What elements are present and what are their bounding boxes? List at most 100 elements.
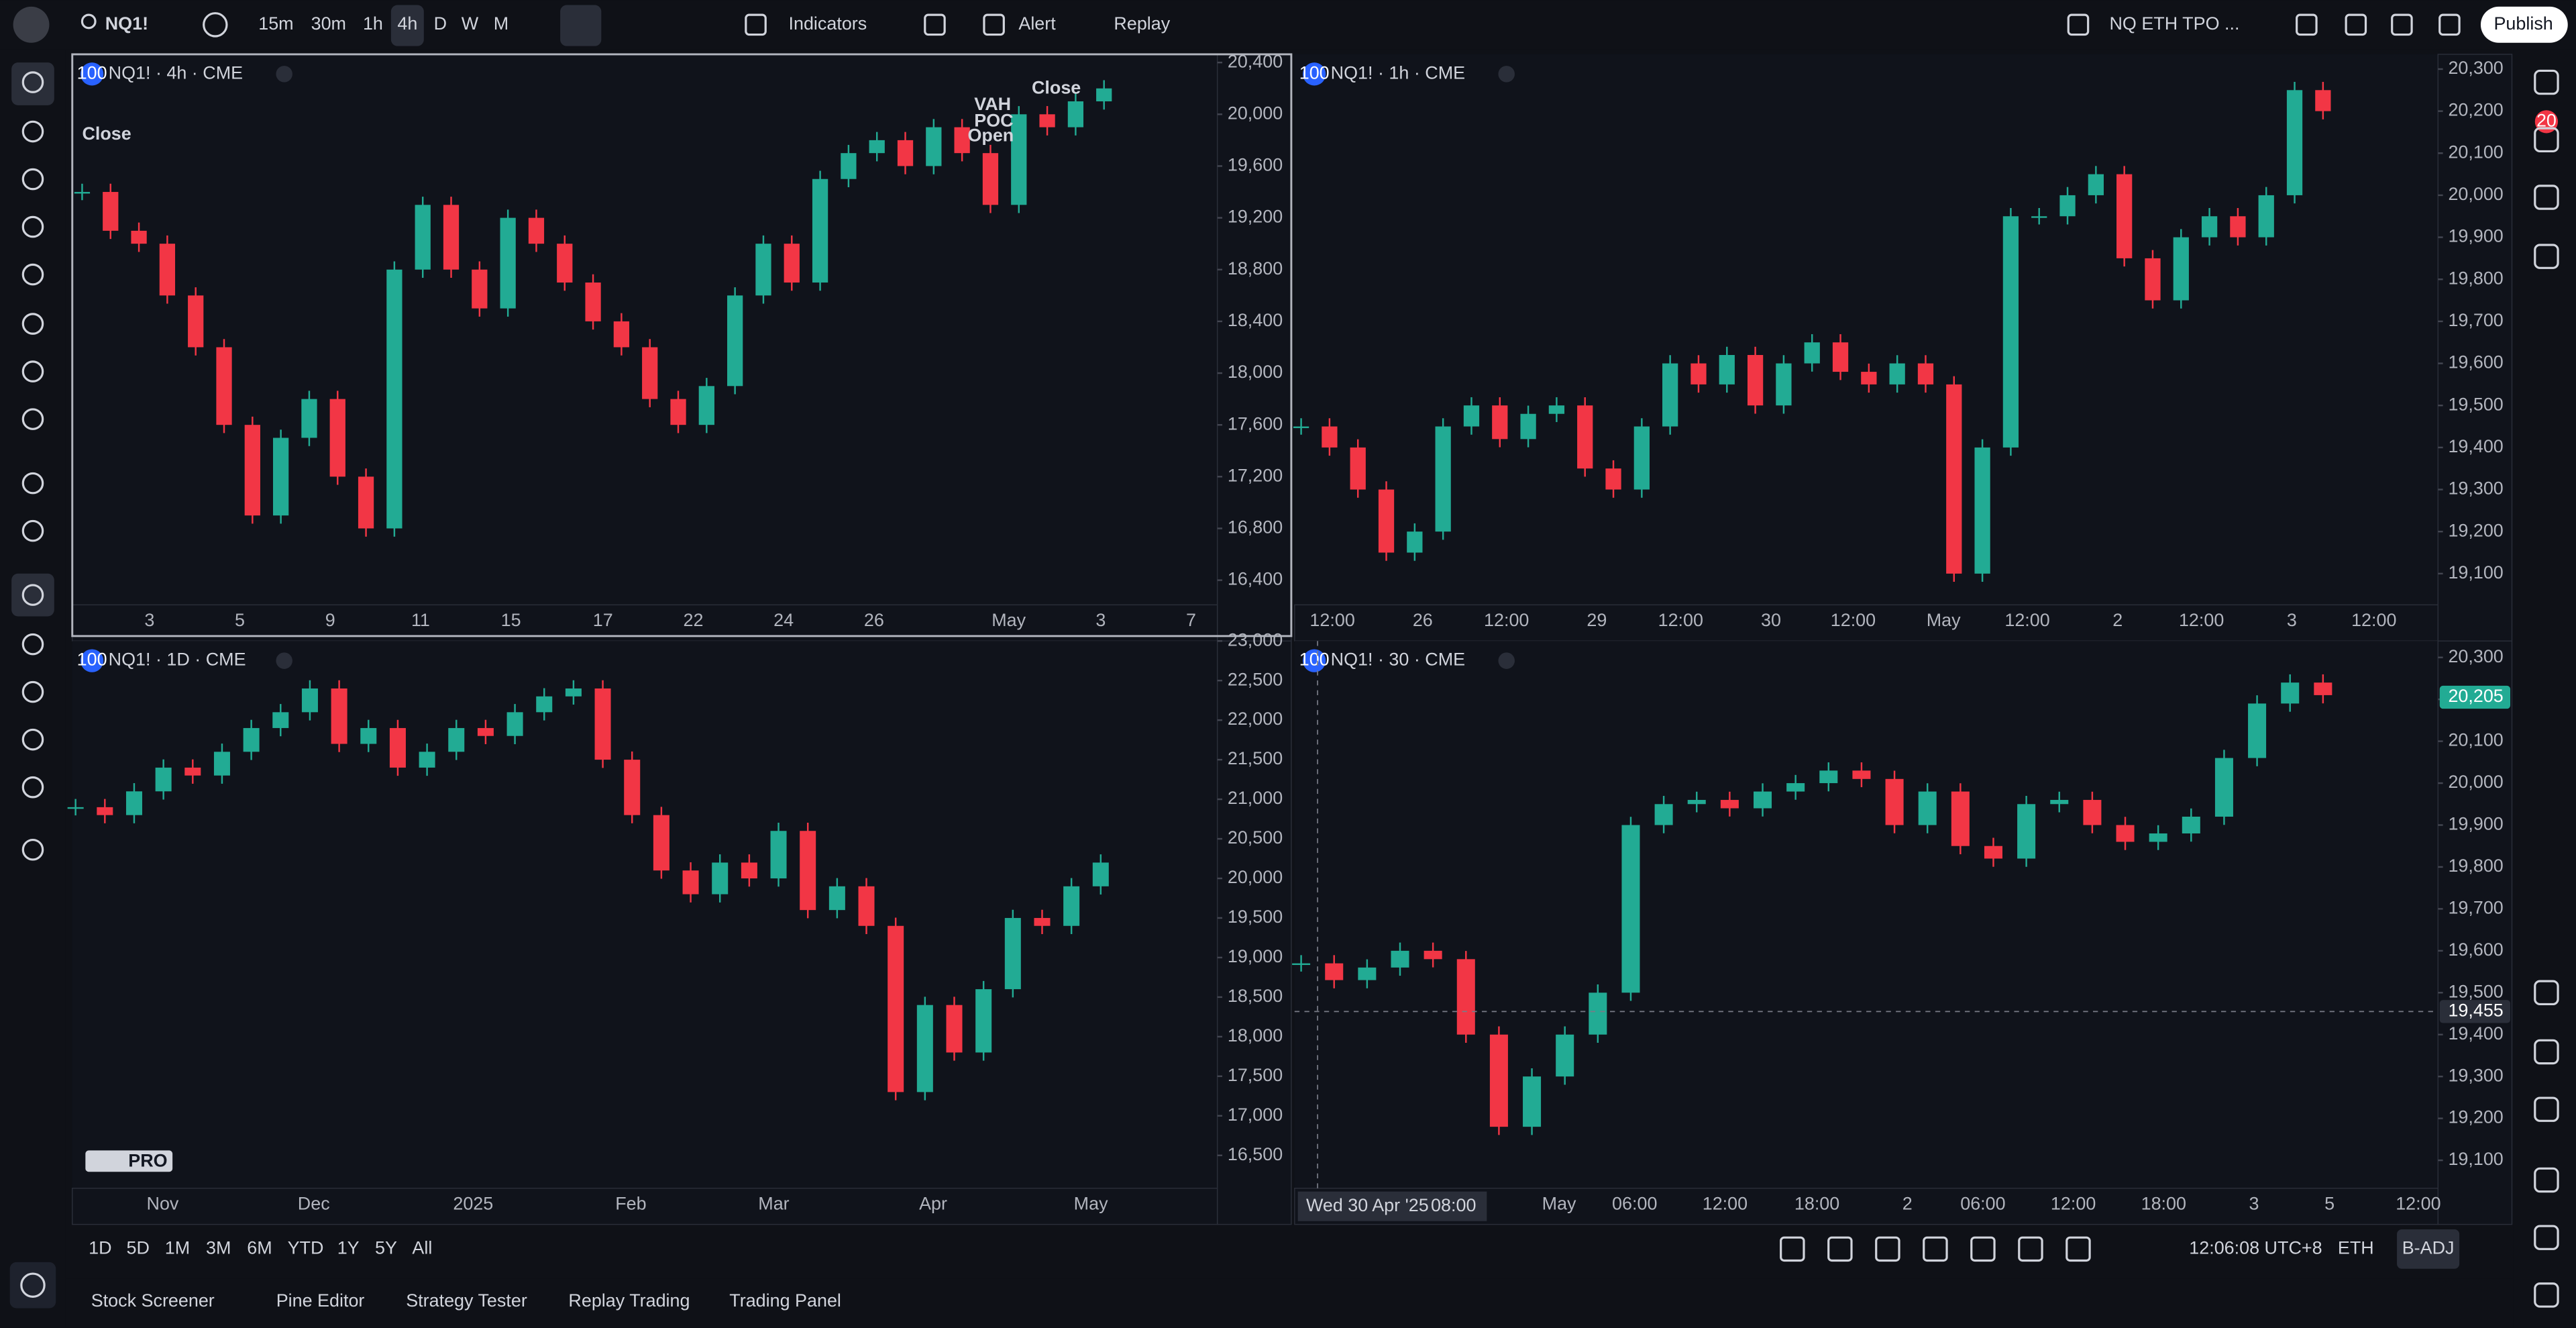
adjust-button[interactable] bbox=[2397, 1229, 2460, 1269]
tool-icon[interactable] bbox=[21, 633, 44, 656]
tool-icon[interactable] bbox=[21, 360, 44, 382]
sidebar-icon[interactable] bbox=[2534, 980, 2559, 1006]
tool-icon[interactable] bbox=[21, 168, 44, 191]
interval-button[interactable]: M bbox=[494, 13, 508, 34]
pane-menu[interactable] bbox=[276, 66, 292, 83]
tool-icon[interactable] bbox=[21, 313, 44, 335]
sidebar-icon[interactable] bbox=[2534, 185, 2559, 210]
y-tick-label: 20,000 bbox=[2448, 772, 2503, 792]
bottom-tab[interactable]: Pine Editor bbox=[276, 1290, 365, 1311]
alert-button[interactable]: Alert bbox=[1018, 13, 1056, 34]
candle bbox=[888, 925, 904, 1092]
favorites[interactable] bbox=[9, 1262, 56, 1309]
range-button[interactable]: 5D bbox=[127, 1237, 150, 1258]
tool-icon[interactable] bbox=[21, 680, 44, 703]
tool-icon[interactable] bbox=[21, 584, 44, 606]
interval-button[interactable]: 1h bbox=[363, 13, 383, 34]
adjustment[interactable]: B-ADJ bbox=[2402, 1237, 2455, 1258]
pane-title[interactable]: NQ1! · 30 · CME bbox=[1331, 650, 1465, 670]
range-button[interactable]: 5Y bbox=[375, 1237, 397, 1258]
candle bbox=[2315, 90, 2331, 111]
x-tick-label: 26 bbox=[1413, 610, 1433, 630]
avatar[interactable] bbox=[13, 6, 50, 43]
sidebar-icon[interactable] bbox=[2534, 69, 2559, 95]
layout-name[interactable]: NQ ETH TPO ... bbox=[2109, 13, 2239, 34]
x-tick-label: 18:00 bbox=[2141, 1193, 2186, 1213]
range-button[interactable]: 3M bbox=[206, 1237, 231, 1258]
toolbar-icon[interactable] bbox=[2067, 13, 2090, 36]
tool-icon[interactable] bbox=[21, 838, 44, 861]
x-tick-label: 17 bbox=[593, 610, 613, 630]
drawing-tool[interactable] bbox=[1970, 1236, 1996, 1262]
toolbar-icon[interactable] bbox=[745, 13, 767, 36]
bottom-tab[interactable]: Trading Panel bbox=[729, 1290, 841, 1311]
tool-icon[interactable] bbox=[21, 472, 44, 495]
bottom-tab[interactable]: Replay Trading bbox=[568, 1290, 690, 1311]
interval-button[interactable]: 4h bbox=[397, 13, 417, 34]
sidebar-icon[interactable] bbox=[2534, 1167, 2559, 1193]
candle bbox=[1889, 363, 1905, 385]
pane-title[interactable]: NQ1! · 1h · CME bbox=[1331, 62, 1465, 83]
pane-menu[interactable] bbox=[1498, 652, 1515, 669]
bottom-tab[interactable]: Strategy Tester bbox=[406, 1290, 527, 1311]
drawing-tool[interactable] bbox=[1923, 1236, 1948, 1262]
candle bbox=[1489, 1034, 1508, 1127]
pane-menu[interactable] bbox=[276, 652, 292, 669]
tool-icon[interactable] bbox=[21, 408, 44, 430]
toolbar-icon[interactable] bbox=[2296, 13, 2318, 36]
range-button[interactable]: YTD bbox=[288, 1237, 324, 1258]
interval-button[interactable]: D bbox=[434, 13, 447, 34]
range-button[interactable]: All bbox=[412, 1237, 432, 1258]
candle bbox=[557, 244, 573, 283]
drawing-tool[interactable] bbox=[1827, 1236, 1853, 1262]
tool-icon[interactable] bbox=[21, 71, 44, 93]
candle bbox=[2002, 216, 2019, 448]
pane-title[interactable]: NQ1! · 1D · CME bbox=[109, 650, 246, 670]
tool-icon[interactable] bbox=[21, 519, 44, 542]
drawing-tool[interactable] bbox=[1780, 1236, 1805, 1262]
pane-title[interactable]: NQ1! · 4h · CME bbox=[109, 62, 243, 83]
candle bbox=[184, 767, 201, 776]
candle bbox=[443, 205, 460, 270]
replay-button[interactable]: Replay bbox=[1114, 13, 1170, 34]
range-button[interactable]: 1Y bbox=[337, 1237, 360, 1258]
range-button[interactable]: 1M bbox=[165, 1237, 190, 1258]
candle bbox=[1325, 963, 1344, 980]
toolbar-icon[interactable] bbox=[924, 13, 946, 36]
drawing-tool[interactable] bbox=[2065, 1236, 2091, 1262]
toolbar-icon[interactable] bbox=[2391, 13, 2413, 36]
indicators-button[interactable]: Indicators bbox=[789, 13, 867, 34]
toolbar-icon[interactable] bbox=[983, 13, 1005, 36]
interval-button[interactable]: 15m bbox=[258, 13, 293, 34]
sidebar-icon[interactable] bbox=[2534, 1039, 2559, 1065]
interval-button[interactable]: 30m bbox=[311, 13, 346, 34]
range-button[interactable]: 6M bbox=[247, 1237, 272, 1258]
sidebar-icon[interactable] bbox=[2534, 1282, 2559, 1308]
sidebar-icon[interactable] bbox=[2534, 1225, 2559, 1250]
magnet-tool[interactable] bbox=[11, 573, 54, 617]
publish-label[interactable]: Publish bbox=[2493, 13, 2553, 34]
pane-badge-label: 100 bbox=[77, 650, 107, 670]
session[interactable]: ETH bbox=[2338, 1237, 2374, 1258]
drawing-tool[interactable] bbox=[2018, 1236, 2043, 1262]
chart-type-button[interactable] bbox=[560, 5, 602, 46]
add-symbol-icon[interactable] bbox=[203, 12, 228, 38]
toolbar-icon[interactable] bbox=[2345, 13, 2367, 36]
bottom-tab[interactable]: Stock Screener bbox=[91, 1290, 215, 1311]
range-button[interactable]: 1D bbox=[89, 1237, 111, 1258]
sidebar-icon[interactable] bbox=[2534, 127, 2559, 153]
pane-menu[interactable] bbox=[1498, 66, 1515, 83]
interval-button[interactable]: W bbox=[462, 13, 479, 34]
tool-icon[interactable] bbox=[21, 120, 44, 143]
tool-icon[interactable] bbox=[21, 263, 44, 286]
tool-icon[interactable] bbox=[21, 776, 44, 799]
toolbar-icon[interactable] bbox=[2438, 13, 2461, 36]
sidebar-icon[interactable] bbox=[2534, 244, 2559, 269]
tool-icon[interactable] bbox=[21, 215, 44, 238]
tool-icon[interactable] bbox=[21, 728, 44, 751]
favorites-icon[interactable] bbox=[20, 1272, 46, 1298]
publish-button[interactable] bbox=[2480, 6, 2568, 43]
crosshair-tool[interactable] bbox=[11, 62, 54, 105]
sidebar-icon[interactable] bbox=[2534, 1096, 2559, 1122]
drawing-tool[interactable] bbox=[1875, 1236, 1900, 1262]
